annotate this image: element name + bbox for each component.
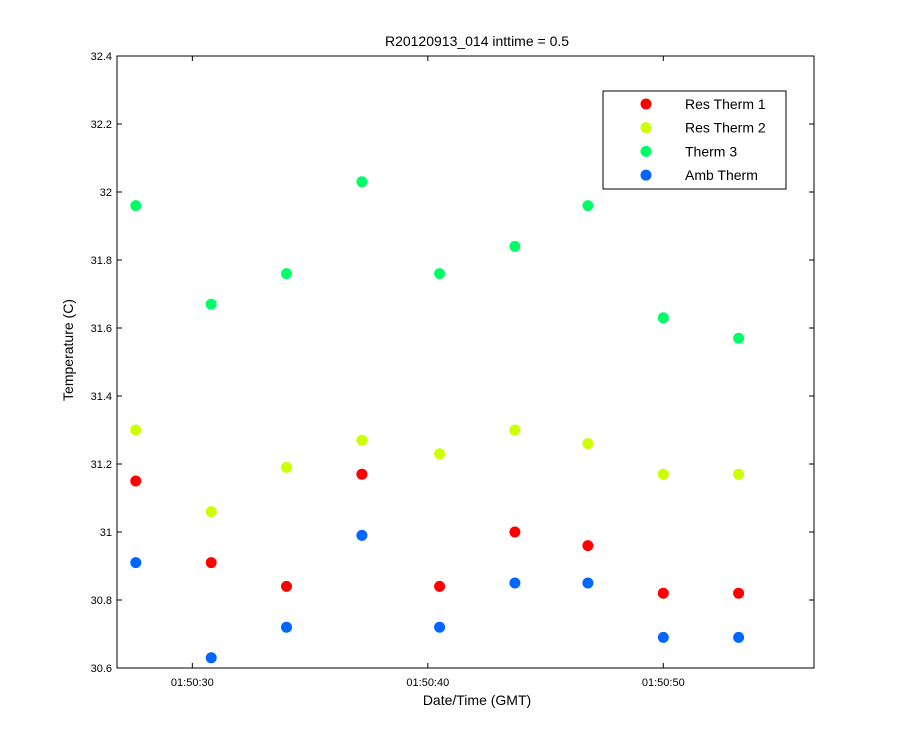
- point-amb-therm: [733, 631, 745, 643]
- y-tick-label: 32: [100, 187, 112, 199]
- point-res-therm-2: [434, 448, 446, 460]
- point-res-therm-2: [657, 468, 669, 480]
- x-tick-label: 01:50:50: [642, 677, 685, 689]
- x-axis-label: Date/Time (GMT): [423, 692, 531, 708]
- point-amb-therm: [281, 621, 292, 633]
- point-res-therm-2: [356, 434, 368, 446]
- point-therm-3: [130, 200, 142, 212]
- legend: Res Therm 1 Res Therm 2 Therm 3 Amb Therm: [602, 90, 787, 190]
- x-tick-label: 01:50:40: [406, 677, 449, 689]
- point-res-therm-1: [130, 475, 142, 487]
- point-therm-3: [356, 176, 368, 188]
- y-axis-label: Temperature (C): [60, 299, 76, 401]
- point-res-therm-2: [582, 438, 594, 450]
- legend-label: Res Therm 2: [685, 120, 766, 136]
- point-amb-therm: [434, 621, 446, 633]
- point-res-therm-2: [130, 424, 142, 436]
- point-res-therm-1: [434, 580, 446, 592]
- data-points: [130, 176, 745, 664]
- point-res-therm-2: [205, 506, 217, 518]
- point-res-therm-2: [509, 424, 521, 436]
- point-res-therm-2: [733, 468, 745, 480]
- point-res-therm-1: [733, 587, 745, 599]
- y-axis-ticks: 30.6 30.8 31 31.2 31.4 31.6 31.8 32 32.2 32.4: [91, 51, 814, 675]
- legend-label: Res Therm 1: [685, 96, 766, 112]
- point-therm-3: [733, 332, 745, 344]
- y-tick-label: 30.8: [91, 595, 112, 607]
- legend-marker: [640, 145, 652, 157]
- legend-marker: [640, 98, 652, 110]
- y-tick-label: 32.4: [91, 51, 112, 63]
- point-amb-therm: [205, 652, 217, 664]
- y-tick-label: 31: [100, 527, 112, 539]
- point-res-therm-1: [205, 557, 217, 569]
- y-tick-label: 32.2: [91, 119, 112, 131]
- point-therm-3: [434, 268, 446, 280]
- point-amb-therm: [657, 631, 669, 643]
- chart-title: R20120913_014 inttime = 0.5: [385, 33, 569, 49]
- point-amb-therm: [130, 557, 142, 569]
- y-tick-label: 31.6: [91, 323, 112, 335]
- point-res-therm-1: [582, 540, 594, 552]
- point-therm-3: [205, 298, 217, 310]
- point-res-therm-2: [281, 461, 292, 473]
- legend-marker: [640, 169, 652, 181]
- point-res-therm-1: [657, 587, 669, 599]
- x-tick-label: 01:50:30: [171, 677, 214, 689]
- legend-label: Amb Therm: [685, 167, 758, 183]
- point-amb-therm: [356, 529, 368, 541]
- legend-label: Therm 3: [685, 143, 737, 159]
- point-amb-therm: [582, 577, 594, 589]
- point-res-therm-1: [509, 526, 521, 538]
- y-tick-label: 31.2: [91, 459, 112, 471]
- point-therm-3: [582, 200, 594, 212]
- y-tick-label: 31.8: [91, 255, 112, 267]
- point-res-therm-1: [281, 580, 292, 592]
- point-amb-therm: [509, 577, 521, 589]
- y-tick-label: 30.6: [91, 663, 112, 675]
- point-therm-3: [281, 268, 292, 280]
- legend-box: [602, 90, 787, 190]
- point-therm-3: [657, 312, 669, 324]
- legend-marker: [640, 122, 652, 134]
- y-tick-label: 31.4: [91, 391, 112, 403]
- x-axis-ticks: 01:50:30 01:50:40 01:50:50: [171, 56, 685, 689]
- point-therm-3: [509, 240, 521, 252]
- point-res-therm-1: [356, 468, 368, 480]
